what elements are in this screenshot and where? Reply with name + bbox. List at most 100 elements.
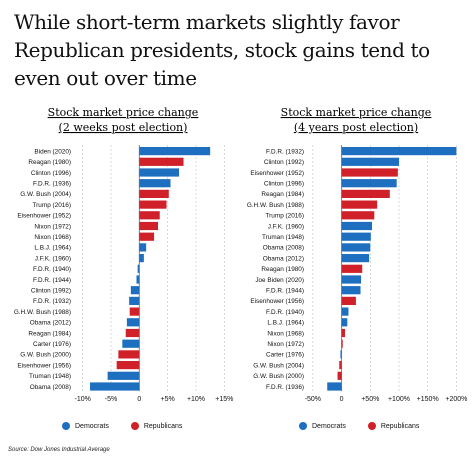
republicans-dot-icon [130,422,139,430]
category-label: Reagan (1984) [28,330,71,337]
bar [341,264,363,273]
category-label: F.D.R. (1940) [33,266,71,273]
category-label: Trump (2016) [266,213,304,220]
category-label: Obama (2012) [30,320,71,327]
bar [139,243,147,252]
category-label: Eisenhower (1956) [250,298,304,305]
right-panel: Stock market price change (4 years post e… [247,106,468,403]
bar [341,254,370,263]
panel-title-line1: Stock market price change [48,106,199,119]
bar [341,328,346,338]
bar [341,221,372,231]
category-label: Reagan (1980) [261,266,304,273]
category-label: G.W. Bush (2004) [20,191,71,198]
category-label: F.D.R. (1940) [266,309,304,316]
bar [341,147,457,156]
legend-item-republicans: Republicans [130,422,182,430]
bar [90,382,140,391]
panel-title-line1: Stock market price change [281,106,432,119]
bar [341,339,343,348]
tick-label: +150% [417,396,439,403]
bar [125,328,140,338]
category-label: Clinton (1996) [31,170,71,177]
bar [139,232,155,241]
tick-label: +50% [361,396,379,403]
bar [341,211,375,220]
tick-label: +200% [445,396,467,403]
category-label: Clinton (1992) [31,288,71,295]
bar [129,307,140,316]
category-label: F.D.R. (1944) [33,277,71,284]
category-label: G.W. Bush (2000) [20,352,71,359]
tick-label: +5% [161,396,175,403]
bar [107,371,140,380]
tick-label: +10% [187,396,205,403]
category-label: F.D.R. (1936) [33,181,71,188]
category-label: Trump (2016) [33,202,71,209]
panel-title-line2: (4 years post election) [294,121,418,134]
category-label: Eisenhower (1952) [17,213,71,220]
category-label: Eisenhower (1952) [250,170,304,177]
bar [126,318,140,327]
category-label: L.B.J. (1964) [34,245,71,252]
category-label: Reagan (1984) [261,191,304,198]
democrats-dot-icon [62,422,70,430]
bar [139,179,171,188]
category-label: Nixon (1972) [34,223,71,230]
category-label: Carter (1976) [33,341,71,348]
bar [136,275,140,284]
bar [341,189,390,198]
tick-label: -10% [74,396,90,403]
bar [341,296,356,305]
left-panel: Stock market price change (2 weeks post e… [14,106,234,403]
bar [130,286,140,295]
category-label: Obama (2008) [30,384,71,391]
tick-label: 0 [340,396,344,403]
bar [340,350,342,359]
bar [139,168,179,177]
bar [327,382,342,391]
bar [139,254,144,263]
category-label: G.W. Bush (2000) [253,373,304,380]
bar [122,339,140,348]
bar [341,318,348,327]
category-label: Reagan (1980) [28,159,71,166]
category-label: Nixon (1972) [267,341,304,348]
category-label: Truman (1948) [262,234,304,241]
bar [341,232,371,241]
category-label: Truman (1948) [29,373,71,380]
bar [139,211,160,220]
category-label: Clinton (1992) [264,159,304,166]
category-label: G.H.W. Bush (1988) [247,202,304,209]
category-label: J.F.K. (1960) [268,223,304,230]
category-label: F.D.R. (1936) [266,384,304,391]
legend-label-democrats: Democrats [75,422,109,430]
category-label: F.D.R. (1944) [266,288,304,295]
category-label: Obama (2008) [263,245,304,252]
legend-label-democrats: Democrats [312,422,346,430]
source-note: Source: Dow Jones Industrial Average [8,447,110,453]
bar [341,275,362,284]
bar [139,157,184,166]
legend-left: Democrats Republicans [62,422,198,430]
bar [118,350,140,359]
legend-right: Democrats Republicans [299,422,435,430]
category-label: G.W. Bush (2004) [253,362,304,369]
category-label: F.D.R. (1932) [33,298,71,305]
category-label: Biden (2020) [34,148,71,155]
tick-label: -50% [305,396,321,403]
category-label: Obama (2012) [263,255,304,262]
panel-title-line2: (2 weeks post election) [59,121,188,134]
bar [341,286,361,295]
bar [341,200,378,209]
bar [339,361,342,370]
category-label: Nixon (1968) [34,234,71,241]
bar [116,361,140,370]
tick-label: 0 [137,396,141,403]
chart-title: While short-term markets slightly favor … [14,10,430,90]
category-label: Nixon (1968) [267,330,304,337]
bar [139,221,159,231]
bar [137,264,140,273]
bar [341,243,371,252]
